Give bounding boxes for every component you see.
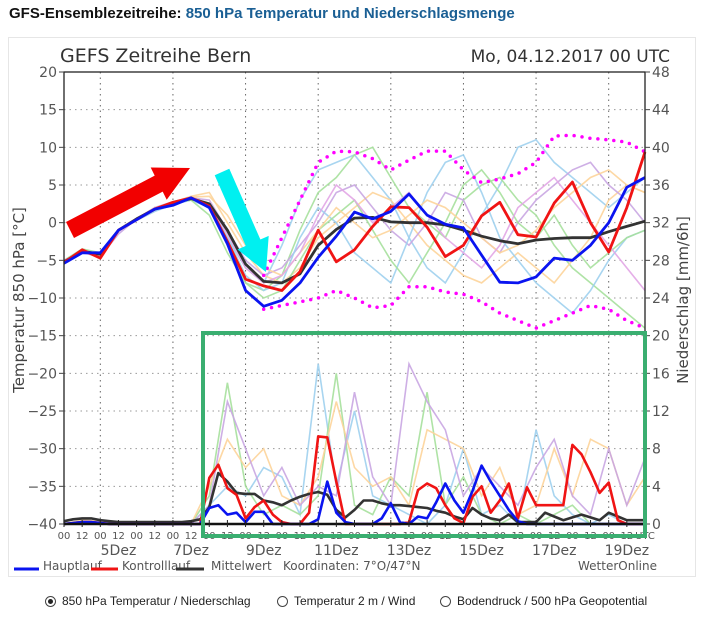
ensemble-chart: GEFS Zeitreihe Bern Mo, 04.12.2017 00 UT… [10, 45, 692, 573]
chart-frame [8, 37, 696, 577]
y2-tick-label: 4 [652, 479, 661, 495]
x-hour-label: 00 [130, 531, 143, 542]
y2-tick-label: 44 [652, 103, 670, 119]
y2-tick-label: 8 [652, 442, 661, 458]
y-tick-label: −40 [27, 517, 57, 533]
y2-tick-label: 24 [652, 291, 670, 307]
y2-axis-label: Niederschlag [mm/6h] [674, 216, 692, 384]
x-hour-label: 12 [76, 531, 89, 542]
x-day-label: 9Dez [246, 543, 282, 559]
envelope-upper-dotted-line [261, 133, 647, 278]
y-tick-label: −30 [27, 442, 57, 458]
view-option-2m-wind[interactable]: Temperatur 2 m / Wind [277, 594, 415, 608]
y2-tick-label: 36 [652, 178, 670, 194]
x-day-label: 19Dez [605, 543, 650, 559]
x-day-label: 7Dez [173, 543, 209, 559]
x-day-label: 13Dez [387, 543, 432, 559]
y-tick-label: 15 [39, 103, 57, 119]
envelope-lower-dotted-line [261, 284, 647, 330]
y-axis-label: Temperatur 850 hPa [°C] [10, 207, 28, 394]
y-tick-label: −10 [27, 291, 57, 307]
y2-tick-label: 32 [652, 216, 670, 232]
x-hour-label: 00 [167, 531, 180, 542]
page-heading: GFS-Ensemblezeitreihe: 850 hPa Temperatu… [9, 5, 515, 22]
temperature-line-hauptlauf [63, 176, 646, 308]
view-option-850hpa[interactable]: 850 hPa Temperatur / Niederschlag [45, 594, 251, 608]
rising-trend-arrow [66, 167, 190, 238]
legend-source: WetterOnline [578, 559, 657, 573]
y-tick-label: −15 [27, 329, 57, 345]
x-hour-label: 12 [112, 531, 125, 542]
precip-line-mittelwert [63, 471, 645, 524]
heading-prefix: GFS-Ensemblezeitreihe: [9, 5, 182, 22]
view-option-pressure[interactable]: Bodendruck / 500 hPa Geopotential [440, 594, 647, 608]
y2-tick-label: 20 [652, 329, 670, 345]
falling-trend-arrow [214, 168, 269, 272]
x-day-label: 5Dez [101, 543, 137, 559]
y2-tick-label: 28 [652, 253, 670, 269]
x-hour-label: 12 [185, 531, 198, 542]
y2-tick-label: 48 [652, 65, 670, 81]
radio-button-selected[interactable] [45, 595, 56, 607]
y-tick-label: 0 [48, 216, 57, 232]
x-hour-label: 00 [58, 531, 71, 542]
heading-title: 850 hPa Temperatur und Niederschlagsmeng… [185, 5, 515, 22]
view-option-label: Temperatur 2 m / Wind [294, 594, 416, 608]
legend-label-mittelwert: Mittelwert [211, 559, 272, 573]
x-day-label: 15Dez [459, 543, 504, 559]
x-hour-label: 12 [148, 531, 161, 542]
y-tick-label: 10 [39, 140, 57, 156]
radio-button[interactable] [277, 595, 288, 607]
view-selector: 850 hPa Temperatur / Niederschlag Temper… [0, 594, 712, 612]
y-tick-label: −20 [27, 366, 57, 382]
y-tick-label: −25 [27, 404, 57, 420]
run-label: Mo, 04.12.2017 00 UTC [471, 47, 670, 67]
x-day-label: 11Dez [314, 543, 359, 559]
x-day-label: 17Dez [532, 543, 577, 559]
y2-tick-label: 0 [652, 517, 661, 533]
chart-title: GEFS Zeitreihe Bern [60, 45, 251, 67]
y2-tick-label: 12 [652, 404, 670, 420]
y2-tick-label: 16 [652, 366, 670, 382]
view-option-label: Bodendruck / 500 hPa Geopotential [457, 594, 648, 608]
legend-label-hauptlauf: Hauptlauf [43, 559, 103, 573]
y-tick-label: −35 [27, 479, 57, 495]
legend-coordinates: Koordinaten: 7°O/47°N [283, 559, 421, 573]
view-option-label: 850 hPa Temperatur / Niederschlag [62, 594, 251, 608]
y-tick-label: −5 [36, 253, 57, 269]
radio-button[interactable] [440, 595, 451, 607]
y-tick-label: 20 [39, 65, 57, 81]
legend-label-kontrolllauf: Kontrolllauf [122, 559, 191, 573]
precipitation-highlight-box [201, 331, 647, 538]
precip-line-hauptlauf [63, 464, 645, 526]
y-tick-label: 5 [48, 178, 57, 194]
x-hour-label: 00 [94, 531, 107, 542]
y2-tick-label: 40 [652, 140, 670, 156]
